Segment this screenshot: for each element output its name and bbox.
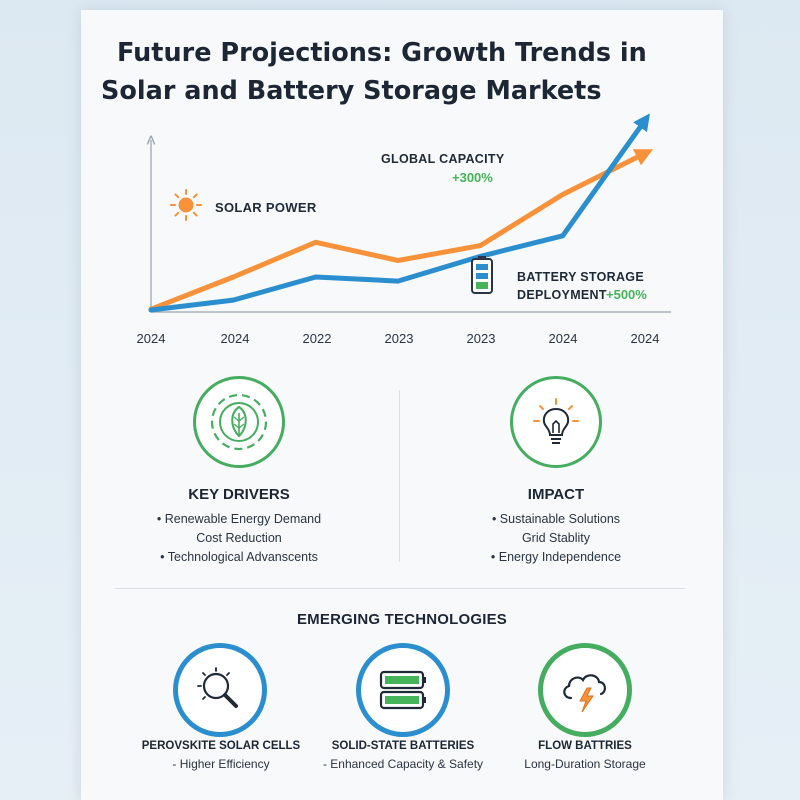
growth-chart: 2024 2024 2022 2023 2023 2024 2024 SOLAR POWER… [137,113,671,346]
tech-name: FLOW BATTRIES [538,740,632,752]
battery-icon [471,256,493,294]
global-capacity-label: GLOBAL CAPACITY [381,152,505,166]
tech-perovskite: PEROVSKITE SOLAR CELLS - Higher Efficien… [121,740,321,771]
battery-storage-label-2: DEPLOYMENT [517,288,607,302]
list-item: Cost Reduction [196,531,282,545]
tech-description: Long-Duration Storage [524,757,646,771]
key-drivers-list: • Renewable Energy Demand Cost Reduction… [119,510,359,567]
tech-name: SOLID-STATE BATTERIES [331,740,475,752]
tech-description: - Higher Efficiency [172,757,270,771]
batteries-icon [356,643,450,737]
x-tick-label: 2024 [137,331,166,346]
infographic-card: Future Projections: Growth Trends in Sol… [81,10,723,800]
impact-list: • Sustainable Solutions Grid Stablity • … [436,510,676,567]
tech-description: - Enhanced Capacity & Safety [322,757,484,771]
cloud-bolt-icon [538,643,632,737]
lightbulb-icon [510,376,602,468]
sun-icon [170,189,202,221]
global-capacity-value: +300% [452,170,493,185]
list-item: Grid Stablity [521,531,591,545]
x-tick-label: 2023 [467,331,496,346]
section-divider [115,588,685,589]
tech-solid-state: SOLID-STATE BATTERIES - Enhanced Capacit… [303,740,503,771]
x-tick-label: 2024 [549,331,578,346]
list-item: • Sustainable Solutions [491,512,621,526]
battery-series-line [148,113,650,313]
x-tick-label: 2024 [221,331,250,346]
battery-storage-label-1: BATTERY STORAGE [517,270,644,284]
leaf-gear-icon [193,376,285,468]
list-item: • Energy Independence [490,550,622,564]
magnifier-sun-icon [173,643,267,737]
solar-power-label: SOLAR POWER [215,200,317,215]
battery-storage-value: +500% [606,287,647,302]
page-title: Future Projections: Growth Trends in Sol… [101,34,701,110]
list-item: • Renewable Energy Demand [156,512,322,526]
tech-name: PEROVSKITE SOLAR CELLS [141,740,301,752]
x-tick-label: 2023 [385,331,414,346]
title-line-2: Solar and Battery Storage Markets [101,76,602,106]
column-divider [399,390,400,562]
emerging-technologies-heading: EMERGING TECHNOLOGIES [296,611,508,628]
impact-heading: IMPACT [527,486,585,503]
tech-flow-batteries: FLOW BATTRIES Long-Duration Storage [485,740,685,771]
x-tick-label: 2024 [631,331,660,346]
solar-series-line [148,149,654,312]
key-drivers-heading: KEY DRIVERS [188,486,290,503]
list-item: • Technological Advanscents [160,550,318,564]
title-line-1: Future Projections: Growth Trends in [117,38,647,68]
x-tick-label: 2022 [303,331,332,346]
